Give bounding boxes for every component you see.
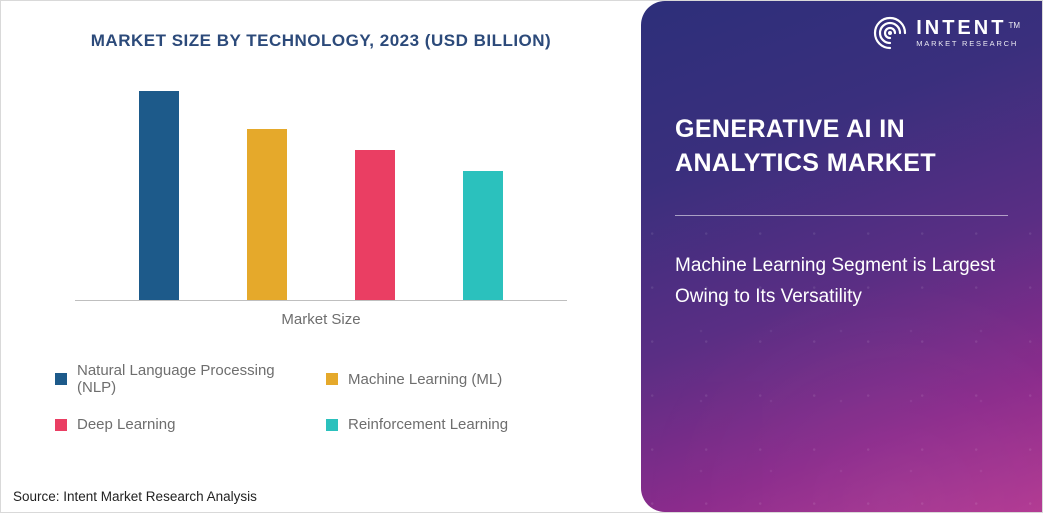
bar-deep-learning (355, 150, 395, 301)
bar-chart (75, 91, 567, 301)
headline-panel-inner: INTENTTM MARKET RESEARCH GENERATIVE AI I… (641, 1, 1042, 512)
legend-item-reinforcement-learning: Reinforcement Learning (326, 416, 587, 433)
chart-panel: MARKET SIZE BY TECHNOLOGY, 2023 (USD BIL… (1, 1, 641, 512)
brand-logo-text: INTENTTM MARKET RESEARCH (916, 18, 1020, 48)
legend-label: Natural Language Processing (NLP) (77, 362, 316, 396)
legend-swatch-nlp (55, 373, 67, 385)
legend-item-ml: Machine Learning (ML) (326, 362, 587, 396)
x-axis-label: Market Size (25, 311, 617, 328)
panel-divider (675, 215, 1008, 216)
chart-baseline (75, 300, 567, 301)
legend-label: Reinforcement Learning (348, 416, 508, 433)
source-attribution: Source: Intent Market Research Analysis (13, 489, 257, 504)
chart-legend: Natural Language Processing (NLP) Machin… (55, 362, 587, 433)
legend-item-nlp: Natural Language Processing (NLP) (55, 362, 316, 396)
legend-swatch-ml (326, 373, 338, 385)
panel-headline: GENERATIVE AI IN ANALYTICS MARKET (675, 113, 1008, 181)
panel-subhead: Machine Learning Segment is Largest Owin… (675, 250, 1008, 313)
brand-logo: INTENTTM MARKET RESEARCH (872, 15, 1020, 51)
chart-title: MARKET SIZE BY TECHNOLOGY, 2023 (USD BIL… (25, 31, 617, 51)
bar-nlp (139, 91, 179, 301)
legend-label: Machine Learning (ML) (348, 371, 502, 388)
legend-item-deep-learning: Deep Learning (55, 416, 316, 433)
brand-name: INTENT (916, 17, 1006, 39)
legend-swatch-reinforcement-learning (326, 419, 338, 431)
brand-subname: MARKET RESEARCH (916, 40, 1020, 48)
legend-label: Deep Learning (77, 416, 175, 433)
bar-group (75, 91, 567, 301)
headline-panel: INTENTTM MARKET RESEARCH GENERATIVE AI I… (641, 1, 1042, 512)
bar-reinforcement-learning (463, 171, 503, 301)
brand-logo-icon (872, 15, 908, 51)
legend-swatch-deep-learning (55, 419, 67, 431)
infographic-root: MARKET SIZE BY TECHNOLOGY, 2023 (USD BIL… (0, 0, 1043, 513)
brand-trademark: TM (1008, 21, 1020, 30)
bar-ml (247, 129, 287, 301)
